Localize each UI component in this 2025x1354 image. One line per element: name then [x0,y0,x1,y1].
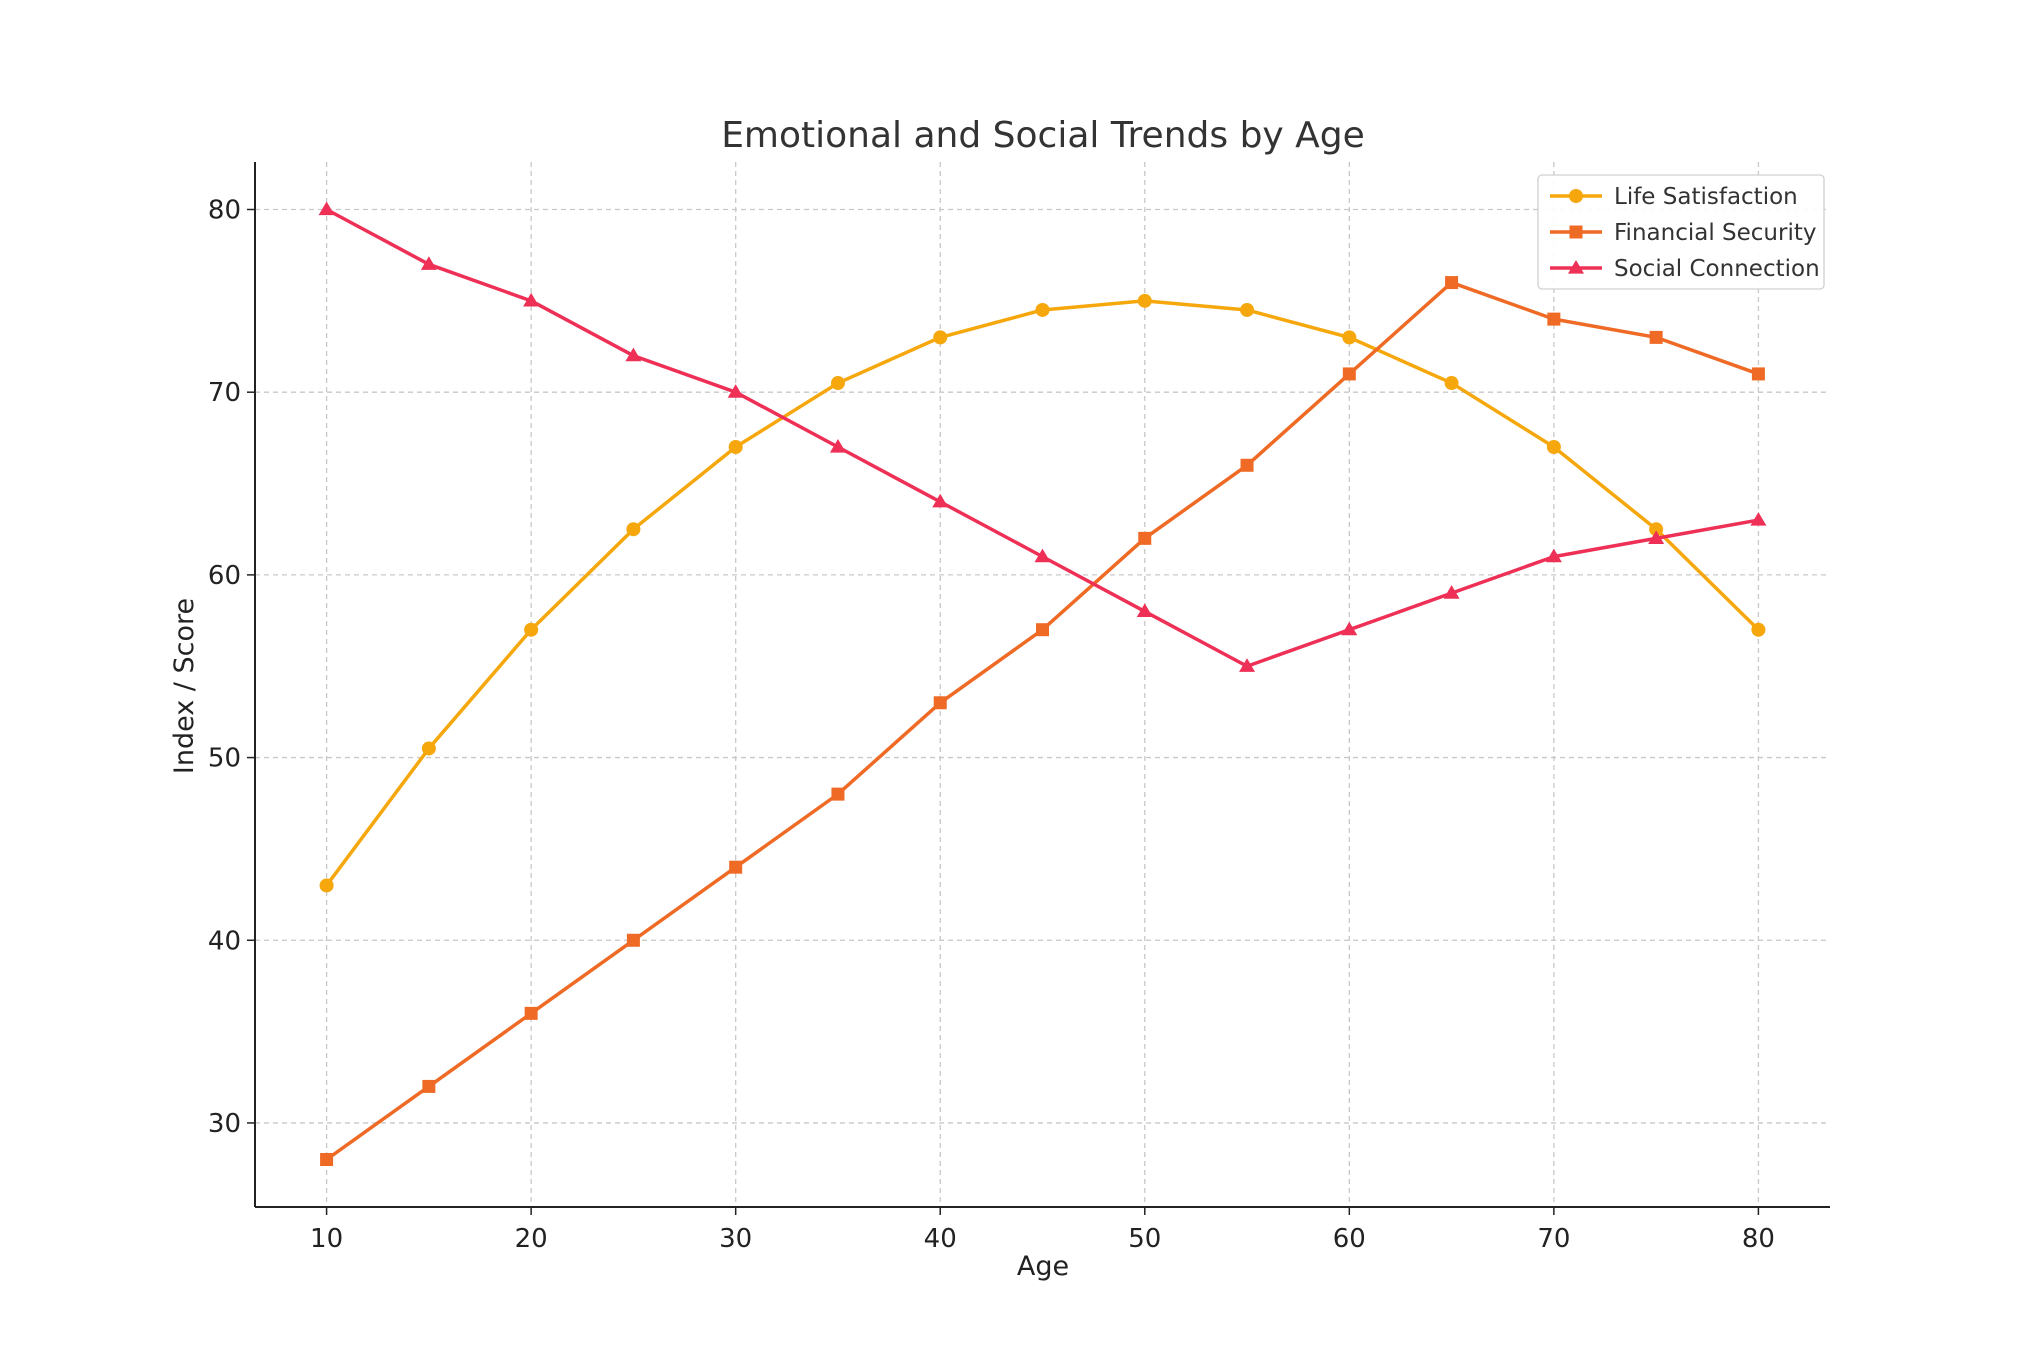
data-point-financial-security [831,787,845,801]
data-point-life-satisfaction [830,376,845,391]
data-point-financial-security [1342,367,1356,381]
data-point-financial-security [933,696,947,710]
data-point-life-satisfaction [319,878,334,893]
series-social-connection [318,201,1767,672]
data-point-social-connection [1136,603,1153,618]
legend-swatch-marker [1569,189,1583,203]
x-tick-label: 70 [1537,1224,1570,1254]
legend-item-social-connection: Social Connection [1550,256,1820,282]
chart-title: Emotional and Social Trends by Age [721,115,1365,156]
data-point-financial-security [524,1006,538,1020]
data-point-social-connection [625,347,642,362]
data-point-financial-security [1751,367,1765,381]
data-point-social-connection [1239,658,1256,672]
tick-labels: 10 20 30 40 50 60 70 80 30 40 50 60 70 80 [208,196,1775,1255]
x-tick-label: 40 [924,1224,957,1254]
x-tick-label: 20 [515,1224,548,1254]
legend: Life Satisfaction Financial Security Socia… [1537,174,1825,290]
data-point-life-satisfaction [1342,330,1357,345]
data-point-financial-security [320,1153,334,1166]
data-point-life-satisfaction [421,741,436,756]
x-tick-label: 10 [310,1224,343,1254]
data-point-life-satisfaction [933,330,948,345]
data-point-financial-security [626,933,640,947]
x-tick-label: 50 [1128,1224,1161,1254]
y-tick-label: 30 [208,1109,241,1139]
series-layer [318,201,1767,1166]
data-point-life-satisfaction [626,522,641,537]
legend-item-financial-security: Financial Security [1550,220,1816,246]
data-point-financial-security [1649,330,1663,344]
data-point-financial-security [729,860,743,874]
series-financial-security [320,276,1765,1166]
data-point-financial-security [1240,458,1254,472]
data-point-life-satisfaction [728,440,743,454]
y-tick-label: 50 [208,744,241,774]
data-point-social-connection [1341,621,1358,636]
legend-box [1537,174,1825,290]
data-point-life-satisfaction [1444,376,1459,391]
x-tick-label: 60 [1333,1224,1366,1254]
data-point-life-satisfaction [524,622,539,637]
data-point-life-satisfaction [1546,440,1561,454]
data-point-life-satisfaction [1649,522,1664,537]
x-tick-label: 80 [1742,1224,1775,1254]
data-point-social-connection [1545,548,1562,563]
data-point-social-connection [523,292,540,307]
data-point-life-satisfaction [1751,622,1766,637]
data-point-financial-security [1036,623,1049,637]
legend-label: Social Connection [1614,256,1820,282]
data-point-life-satisfaction [1240,302,1255,317]
data-point-social-connection [1034,548,1051,563]
y-tick-label: 40 [208,926,241,956]
data-point-social-connection [1750,512,1767,526]
data-point-social-connection [727,384,744,398]
data-point-financial-security [1547,312,1561,326]
y-tick-label: 70 [208,378,241,408]
data-point-life-satisfaction [1137,293,1152,308]
y-tick-label: 80 [208,196,241,226]
data-point-life-satisfaction [1035,302,1050,317]
y-axis-label: Index / Score [169,598,200,774]
legend-swatch-marker [1569,225,1583,239]
legend-item-life-satisfaction: Life Satisfaction [1550,184,1798,210]
data-point-financial-security [1445,276,1459,290]
data-point-social-connection [1443,585,1460,599]
x-tick-label: 30 [719,1224,752,1254]
data-point-social-connection [829,439,846,453]
x-axis-label: Age [1017,1251,1069,1282]
legend-label: Life Satisfaction [1614,184,1798,210]
data-point-financial-security [1138,531,1152,545]
axes [247,162,1830,1215]
y-tick-label: 60 [208,561,241,591]
data-point-social-connection [932,493,949,508]
legend-label: Financial Security [1614,220,1816,246]
data-point-social-connection [318,201,335,216]
data-point-financial-security [422,1079,436,1093]
data-point-social-connection [1648,530,1665,544]
series-life-satisfaction [319,293,1766,893]
data-point-social-connection [420,256,437,270]
legend-swatch-marker [1568,260,1584,274]
